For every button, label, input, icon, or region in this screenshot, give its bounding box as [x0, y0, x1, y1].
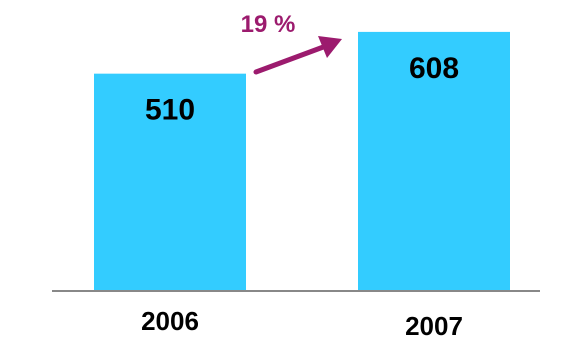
- labels-layer: 510 2006 608 2007: [141, 52, 463, 341]
- growth-arrow-head: [318, 36, 342, 58]
- value-label-2007: 608: [409, 52, 459, 85]
- category-label-2007: 2007: [405, 311, 463, 339]
- category-label-2006: 2006: [141, 306, 199, 336]
- growth-arrow-shaft: [253, 43, 329, 75]
- bar-2006: [94, 73, 246, 292]
- bar-2007: [358, 31, 510, 291]
- bars-layer: [94, 31, 510, 292]
- growth-label: 19 %: [241, 11, 296, 38]
- value-label-2006: 510: [145, 94, 195, 127]
- growth-annotation: 19 %: [241, 11, 342, 75]
